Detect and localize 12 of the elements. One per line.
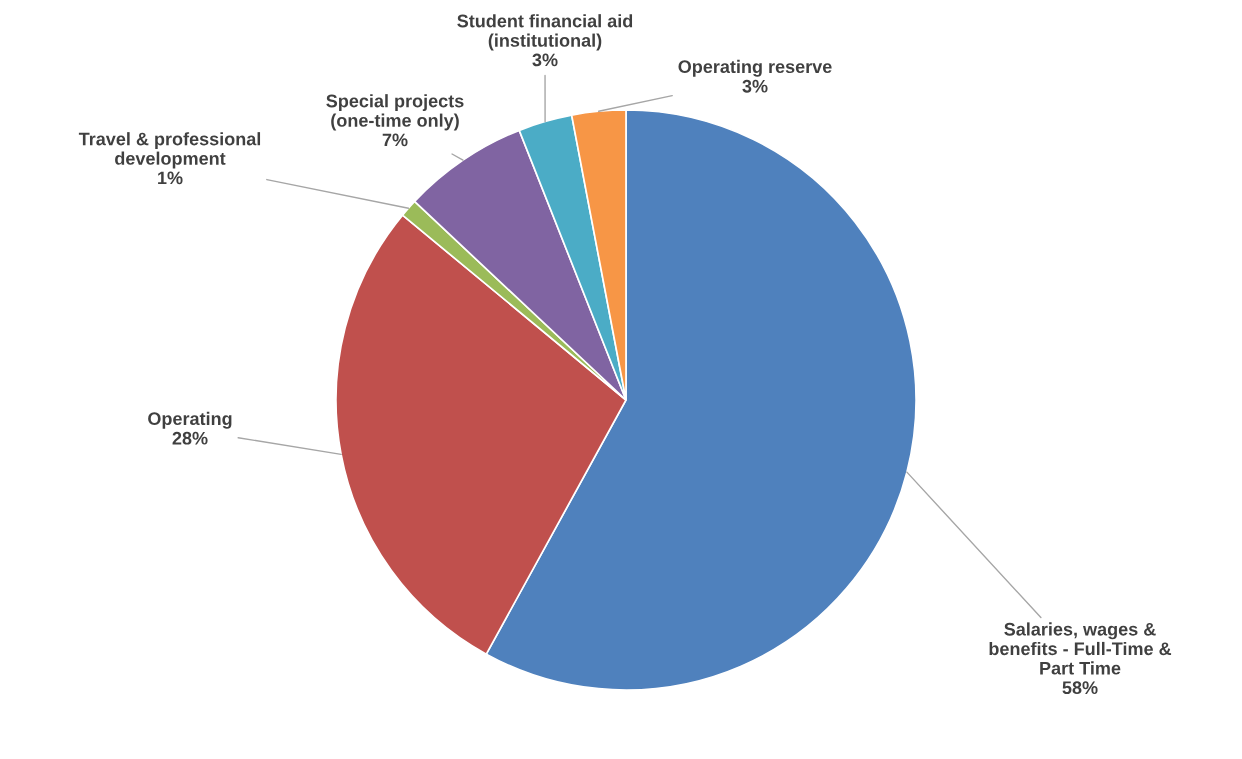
slice-label: Operating reserve — [678, 59, 832, 77]
slice-label: Operating — [148, 411, 232, 429]
slice-label: Salaries, wages & benefits - Full-Time & Part Time — [989, 622, 1172, 675]
slice-label: Student financial aid (institutional) — [457, 14, 633, 51]
data-label: 28% — [172, 431, 208, 445]
data-label: 3% — [532, 53, 558, 67]
slice-label: Special projects (one-time only) — [326, 94, 464, 131]
data-label: 1% — [158, 171, 183, 185]
data-label: 3% — [742, 79, 768, 93]
data-label: 58% — [1062, 681, 1098, 695]
data-label: 7% — [382, 133, 408, 147]
slice-label: Travel & professional development — [78, 132, 261, 169]
